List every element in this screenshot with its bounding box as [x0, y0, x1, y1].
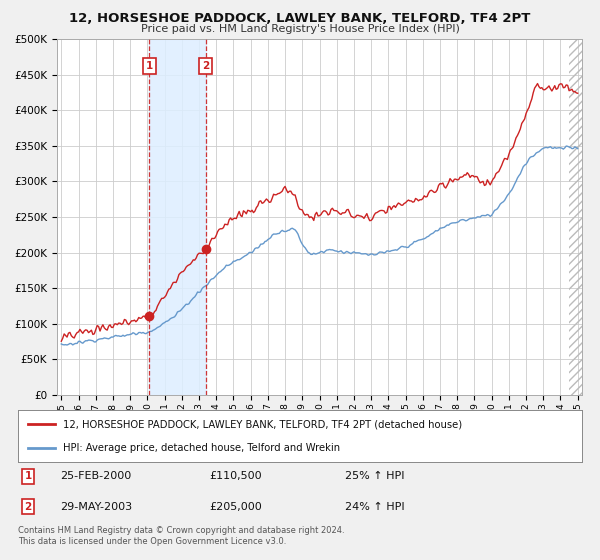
Text: 24% ↑ HPI: 24% ↑ HPI: [345, 502, 405, 512]
Text: £110,500: £110,500: [210, 472, 262, 482]
Text: This data is licensed under the Open Government Licence v3.0.: This data is licensed under the Open Gov…: [18, 538, 286, 547]
Bar: [569, 39, 582, 395]
Text: Price paid vs. HM Land Registry's House Price Index (HPI): Price paid vs. HM Land Registry's House …: [140, 24, 460, 34]
Text: 2: 2: [25, 502, 32, 512]
Bar: [149, 39, 206, 395]
Text: 2: 2: [202, 61, 209, 71]
Text: 12, HORSESHOE PADDOCK, LAWLEY BANK, TELFORD, TF4 2PT (detached house): 12, HORSESHOE PADDOCK, LAWLEY BANK, TELF…: [63, 419, 462, 430]
Text: 12, HORSESHOE PADDOCK, LAWLEY BANK, TELFORD, TF4 2PT: 12, HORSESHOE PADDOCK, LAWLEY BANK, TELF…: [70, 12, 530, 25]
Text: £205,000: £205,000: [210, 502, 263, 512]
Text: HPI: Average price, detached house, Telford and Wrekin: HPI: Average price, detached house, Telf…: [63, 443, 340, 453]
Text: 1: 1: [146, 61, 153, 71]
Text: Contains HM Land Registry data © Crown copyright and database right 2024.: Contains HM Land Registry data © Crown c…: [18, 526, 344, 535]
Text: 25-FEB-2000: 25-FEB-2000: [60, 472, 131, 482]
Text: 29-MAY-2003: 29-MAY-2003: [60, 502, 133, 512]
Text: 1: 1: [25, 472, 32, 482]
Text: 25% ↑ HPI: 25% ↑ HPI: [345, 472, 404, 482]
